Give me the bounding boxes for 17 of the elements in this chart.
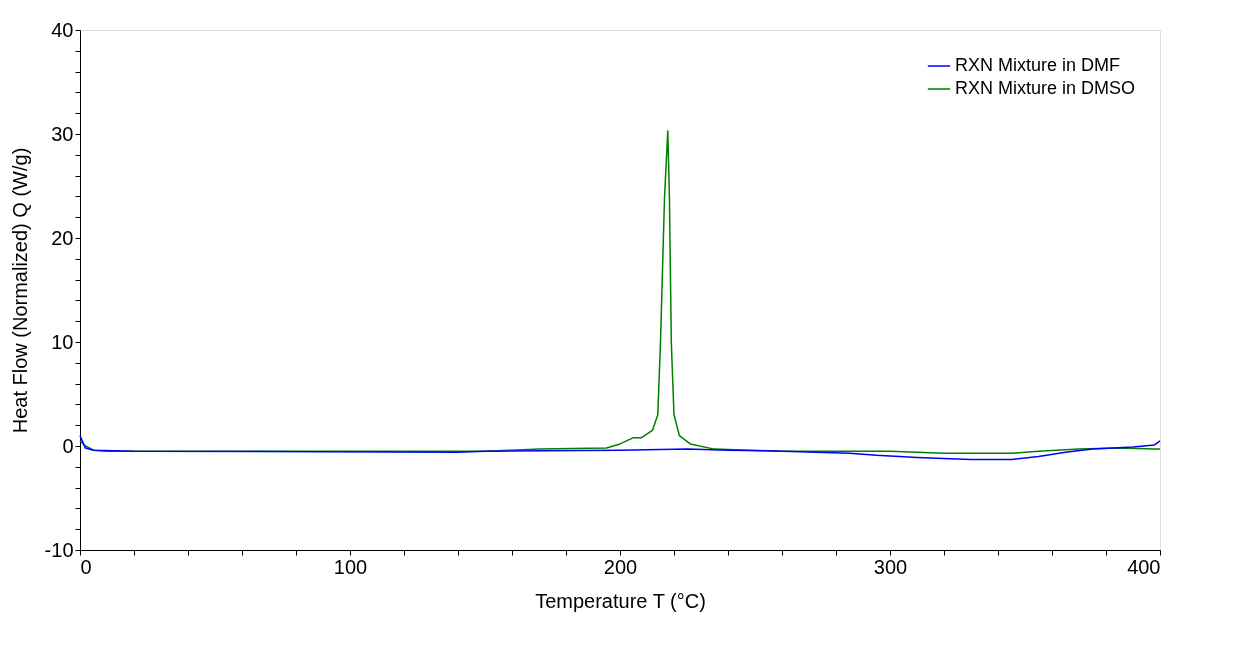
x-tick-label: 300 — [873, 555, 908, 578]
line-series — [79, 130, 1161, 455]
y-tick-label: 20 — [51, 226, 74, 249]
y-axis-title: Heat Flow (Normalized) Q (W/g) — [8, 147, 31, 434]
y-tick-label: -10 — [44, 538, 74, 561]
legend-label: RXN Mixture in DMSO — [955, 78, 1136, 98]
x-tick-label: 0 — [80, 555, 92, 578]
y-tick-label: 40 — [51, 18, 74, 41]
x-tick-label: 100 — [333, 555, 368, 578]
x-tick-label: 200 — [603, 555, 638, 578]
y-tick-label: 0 — [62, 434, 74, 457]
y-tick-label: 30 — [51, 122, 74, 145]
y-tick-label: 10 — [51, 330, 74, 353]
line-series — [79, 434, 1161, 461]
x-tick-label: 400 — [1127, 555, 1161, 578]
legend-label: RXN Mixture in DMF — [955, 55, 1121, 75]
x-axis-title: Temperature T (°C) — [535, 589, 706, 612]
